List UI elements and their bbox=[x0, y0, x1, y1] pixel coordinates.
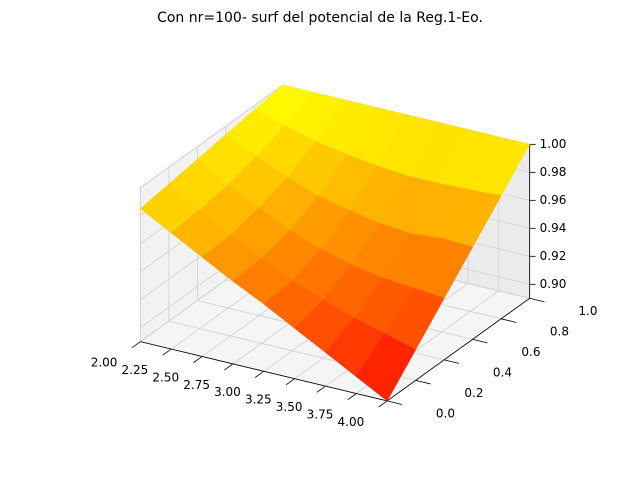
chart-title: Con nr=100- surf del potencial de la Reg… bbox=[157, 10, 483, 26]
x-tick-label: 3.00 bbox=[214, 385, 241, 399]
z-tick-label: 0.90 bbox=[540, 277, 567, 291]
x-tick-label: 3.50 bbox=[276, 400, 303, 414]
tick-mark bbox=[131, 341, 141, 349]
z-tick-label: 0.96 bbox=[540, 193, 567, 207]
tick-mark bbox=[193, 356, 203, 363]
surface-patch bbox=[355, 333, 417, 402]
tick-mark bbox=[316, 385, 326, 393]
tick-mark bbox=[472, 338, 488, 344]
z-tick-label: 0.98 bbox=[540, 165, 567, 179]
tick-mark bbox=[285, 378, 295, 386]
axis-line bbox=[140, 341, 388, 402]
tick-mark bbox=[415, 379, 431, 385]
x-tick-label: 2.50 bbox=[152, 370, 179, 384]
tick-mark bbox=[378, 400, 388, 408]
x-tick-label: 3.75 bbox=[307, 407, 334, 421]
x-tick-label: 4.00 bbox=[338, 415, 365, 429]
axis-line bbox=[386, 297, 530, 402]
y-tick-label: 0.0 bbox=[436, 406, 455, 420]
tick-mark bbox=[254, 370, 264, 378]
y-tick-label: 0.4 bbox=[493, 365, 512, 379]
x-tick-label: 2.25 bbox=[122, 363, 149, 377]
z-tick-label: 0.92 bbox=[540, 249, 567, 263]
x-tick-label: 3.25 bbox=[245, 393, 272, 407]
tick-mark bbox=[529, 297, 545, 303]
tick-mark bbox=[444, 359, 460, 364]
tick-mark bbox=[224, 363, 234, 371]
x-tick-label: 2.75 bbox=[183, 378, 210, 392]
y-tick-label: 1.0 bbox=[578, 304, 597, 318]
z-tick-label: 1.00 bbox=[540, 137, 567, 151]
tick-mark bbox=[501, 318, 517, 323]
z-tick-label: 0.94 bbox=[540, 221, 567, 235]
tick-mark bbox=[162, 348, 172, 356]
x-tick-label: 2.00 bbox=[91, 356, 118, 370]
y-tick-label: 0.8 bbox=[550, 324, 569, 338]
tick-mark bbox=[347, 393, 357, 400]
tick-mark bbox=[387, 400, 403, 405]
y-tick-label: 0.6 bbox=[521, 345, 540, 359]
grid-line bbox=[140, 84, 284, 189]
y-tick-label: 0.2 bbox=[464, 386, 483, 400]
